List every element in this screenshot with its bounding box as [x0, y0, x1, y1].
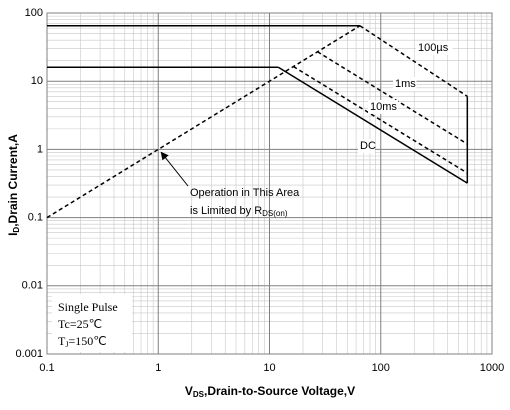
conditions-box — [52, 294, 132, 352]
series-label: 100µs — [418, 42, 449, 54]
series-label: 10ms — [370, 101, 397, 113]
series-segment — [359, 25, 468, 97]
y-tick-label: 0.001 — [15, 348, 43, 360]
series-label-bg — [368, 100, 398, 114]
y-tick-label: 0.01 — [22, 280, 43, 292]
grid — [46, 12, 493, 355]
series-segment — [277, 66, 468, 184]
series-label-bg — [393, 77, 417, 91]
series-label: 1ms — [395, 78, 416, 90]
series-label-bg — [416, 41, 453, 55]
x-tick-label: 10 — [263, 362, 275, 374]
x-tick-label: 1 — [155, 362, 161, 374]
annotation: is Limited by RDS(on) — [190, 205, 288, 218]
x-axis-label: VDS,Drain-to-Source Voltage,V — [185, 384, 355, 399]
condition: Single Pulse — [58, 300, 118, 314]
series-segment — [293, 65, 468, 174]
plot: 100µs 1ms 10ms DC — [46, 25, 469, 219]
annotation-arrow — [160, 151, 189, 187]
y-tick-label: 0.1 — [28, 212, 43, 224]
y-tick-label: 10 — [31, 75, 43, 87]
series-label-bg — [358, 139, 375, 153]
condition: TJ=150℃ — [58, 334, 107, 349]
y-tick-label: 100 — [25, 7, 43, 19]
x-tick-label: 100 — [372, 362, 390, 374]
annotation: Operation in This Area — [190, 187, 300, 199]
series-segment — [317, 51, 468, 145]
condition: Tc=25℃ — [58, 317, 102, 331]
series-segment — [46, 25, 361, 219]
x-tick-label: 1000 — [480, 362, 504, 374]
y-tick-label: 1 — [37, 143, 43, 155]
plot-frame — [46, 12, 493, 355]
series-label: DC — [360, 140, 376, 152]
x-tick-label: 0.1 — [39, 362, 54, 374]
y-axis-label: ID,Drain Current,A — [6, 134, 21, 236]
